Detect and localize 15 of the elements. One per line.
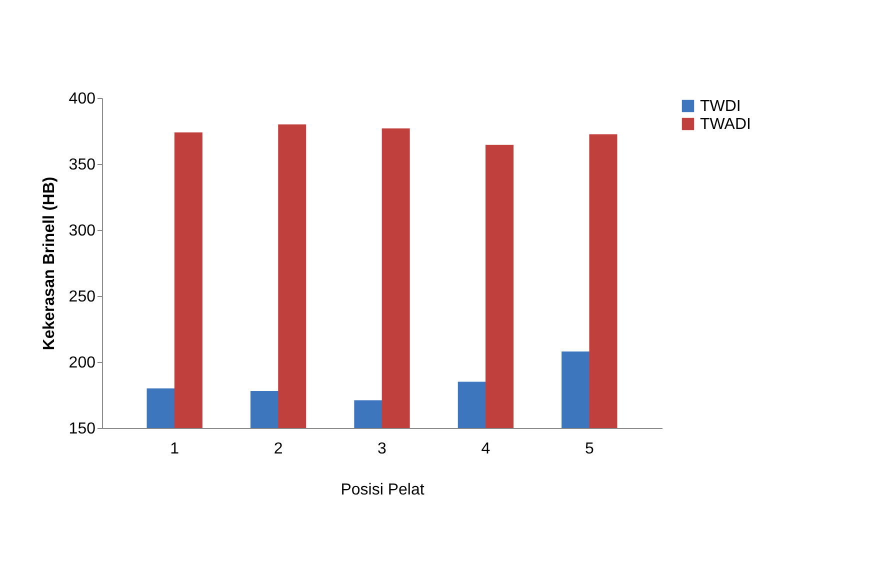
legend-label: TWDI — [700, 98, 741, 115]
x-tick-label: 5 — [584, 440, 594, 458]
y-tick-label: 250 — [68, 288, 96, 306]
x-tick-label: 3 — [378, 440, 387, 458]
y-tick-label: 150 — [68, 420, 96, 438]
legend-label: TWADI — [700, 116, 751, 133]
y-tick-label: 200 — [68, 354, 96, 372]
y-tick-label: 400 — [68, 90, 96, 108]
y-axis-title: Kekerasan Brinell (HB) — [40, 176, 58, 350]
x-axis-title: Posisi Pelat — [340, 482, 425, 498]
x-tick-label: 4 — [481, 440, 490, 458]
y-tick-label: 300 — [68, 222, 96, 240]
x-tick-label: 1 — [170, 440, 180, 458]
x-tick-label: 2 — [274, 440, 283, 458]
y-tick-label: 350 — [68, 156, 96, 174]
